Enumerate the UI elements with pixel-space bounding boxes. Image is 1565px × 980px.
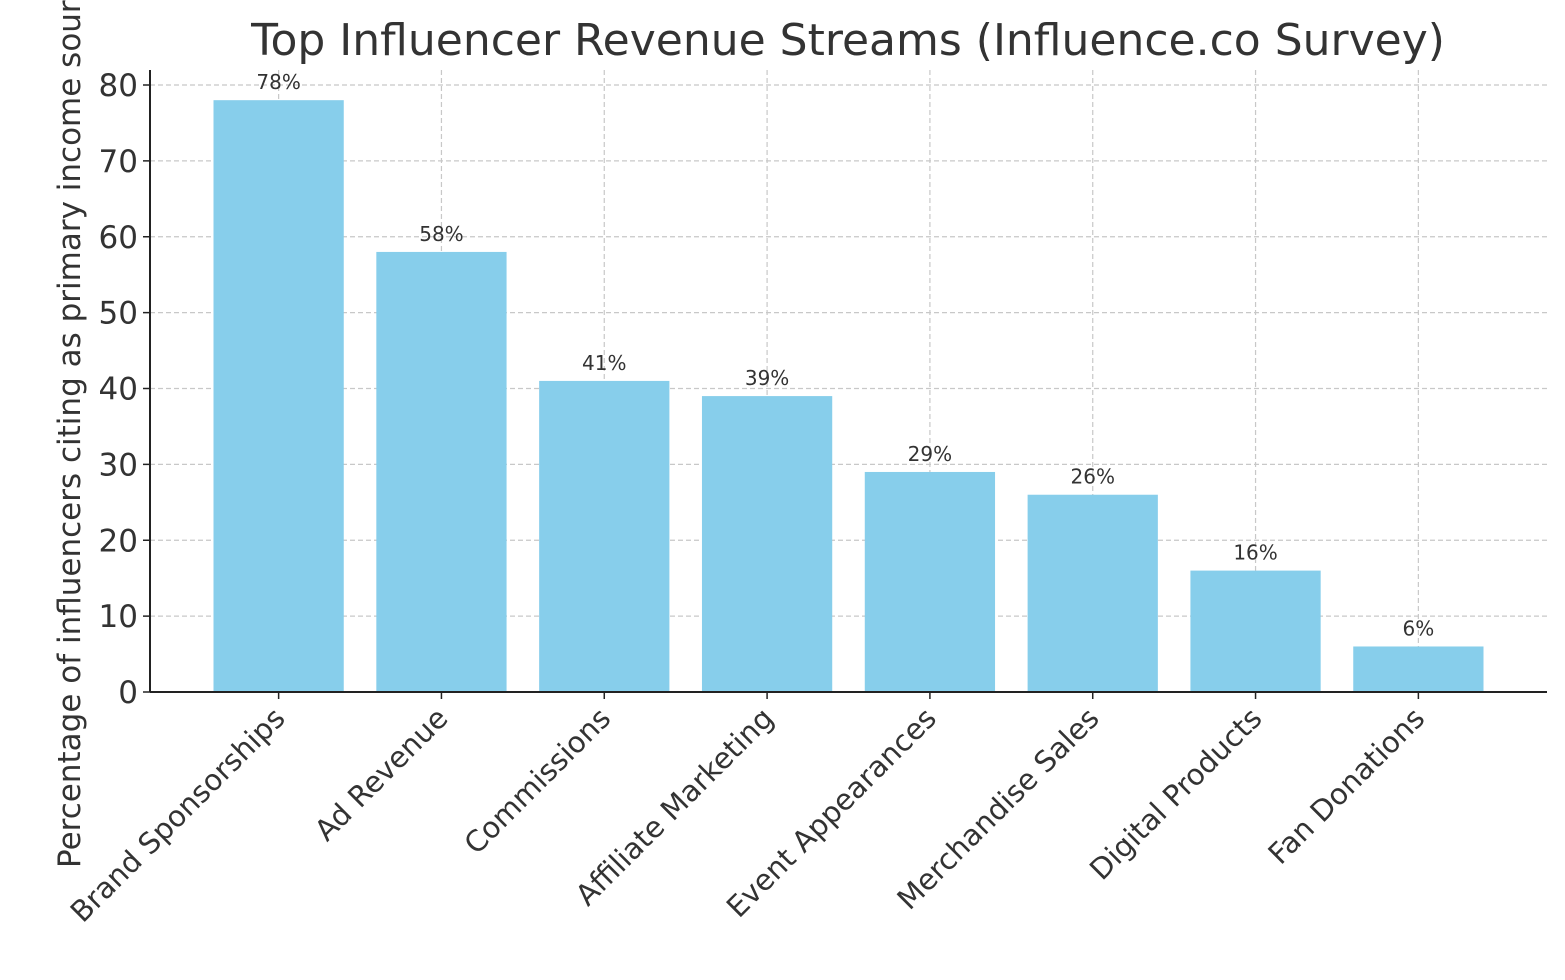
chart-title: Top Influencer Revenue Streams (Influenc…: [250, 15, 1445, 66]
grid: [150, 70, 1547, 693]
bars: 78% 58% 41% 39% 29% 26% 16% 6%: [213, 70, 1484, 693]
bar: [213, 100, 344, 693]
y-tick-label: 70: [99, 144, 138, 180]
data-label: 39%: [745, 366, 789, 390]
x-tick-label: Brand Sponsorships: [64, 701, 292, 929]
bar: [539, 380, 670, 692]
y-tick-label: 50: [99, 296, 138, 332]
bar: [376, 251, 507, 693]
bar: [1027, 494, 1158, 692]
y-tick-label: 10: [99, 599, 138, 635]
x-tick-label: Commissions: [457, 701, 617, 861]
data-label: 78%: [256, 70, 300, 94]
x-tick-label: Ad Revenue: [308, 701, 455, 848]
y-tick-label: 20: [99, 523, 138, 559]
data-label: 26%: [1071, 465, 1115, 489]
bar: [701, 396, 833, 692]
y-tick-label: 40: [99, 372, 138, 408]
y-tick-label: 30: [99, 447, 138, 483]
data-label: 41%: [582, 351, 626, 375]
data-label: 16%: [1233, 541, 1277, 565]
data-label: 58%: [419, 222, 463, 246]
bar: [1353, 646, 1484, 692]
bar: [1190, 570, 1321, 692]
data-label: 29%: [908, 442, 952, 466]
data-label: 6%: [1403, 616, 1435, 640]
y-tick-label: 60: [99, 220, 138, 256]
bar: [864, 471, 996, 692]
y-tick-label: 0: [118, 675, 138, 711]
y-axis-label: Percentage of influencers citing as prim…: [52, 0, 88, 868]
y-tick-label: 80: [99, 68, 138, 104]
x-tick-label: Fan Donations: [1261, 701, 1431, 871]
x-tick-label: Digital Products: [1083, 701, 1269, 887]
